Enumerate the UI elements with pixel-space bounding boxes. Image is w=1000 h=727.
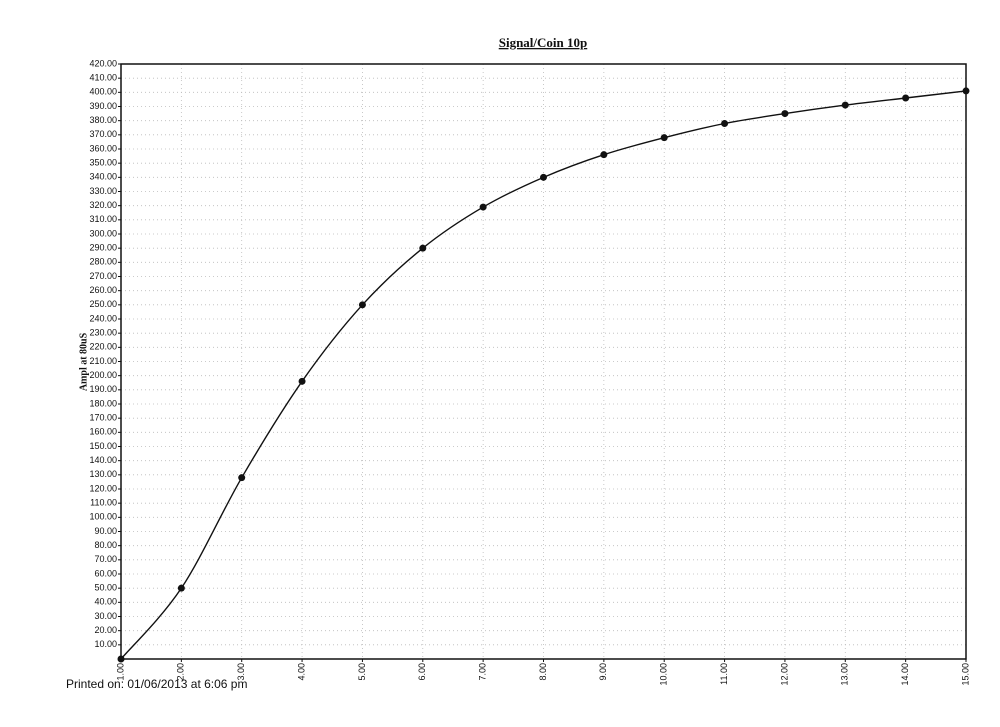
chart-title: Signal/Coin 10p: [499, 35, 588, 50]
x-tick-label: 4.00: [296, 663, 306, 681]
data-point: [479, 203, 487, 211]
y-tick-label: 370.00: [89, 129, 117, 139]
data-point: [117, 655, 125, 663]
plot-frame: [120, 63, 967, 660]
x-tick-label: 11.00: [719, 663, 729, 685]
x-tick-label: 5.00: [357, 663, 367, 681]
y-tick-label: 250.00: [89, 299, 117, 309]
y-tick-label: 240.00: [89, 313, 117, 323]
x-tick-label: 13.00: [840, 663, 850, 686]
y-tick-label: 410.00: [89, 73, 117, 83]
x-tick-label: 10.00: [659, 663, 669, 686]
y-tick-label: 210.00: [89, 356, 117, 366]
data-point: [721, 120, 729, 127]
y-tick-label: 50.00: [94, 583, 117, 593]
y-tick-label: 220.00: [89, 342, 117, 352]
y-tick-label: 350.00: [89, 158, 117, 168]
y-tick-label: 140.00: [89, 455, 117, 465]
y-tick-label: 290.00: [89, 243, 117, 253]
y-tick-label: 280.00: [89, 257, 117, 267]
x-tick-label: 6.00: [417, 663, 427, 681]
data-point: [600, 151, 608, 159]
y-tick-label: 270.00: [89, 271, 117, 281]
x-tick-label: 2.00: [176, 663, 186, 681]
data-point: [902, 94, 910, 102]
y-tick-label: 380.00: [89, 115, 117, 125]
y-tick-label: 340.00: [89, 172, 117, 182]
y-tick-label: 110.00: [90, 498, 117, 508]
y-tick-label: 300.00: [89, 228, 117, 238]
x-tick-label: 3.00: [236, 663, 246, 681]
data-point: [238, 474, 246, 482]
y-tick-label: 130.00: [89, 469, 117, 479]
y-tick-label: 420.00: [89, 58, 117, 68]
y-tick-label: 200.00: [89, 370, 117, 380]
y-tick-label: 150.00: [89, 441, 117, 451]
y-tick-label: 260.00: [89, 285, 117, 295]
data-point: [298, 377, 306, 385]
y-tick-label: 100.00: [89, 512, 117, 522]
x-tick-label: 14.00: [900, 663, 910, 686]
x-tick-label: 15.00: [960, 663, 970, 686]
x-tick-label: 8.00: [538, 663, 548, 681]
data-point: [660, 134, 668, 142]
y-axis-label: Ampl at 80uS: [78, 332, 89, 391]
y-tick-label: 10.00: [94, 639, 117, 649]
data-point: [540, 173, 547, 181]
y-tick-label: 170.00: [89, 413, 117, 423]
footer: Printed on: 01/06/2013 at 6:06 pm: [66, 677, 247, 691]
y-tick-label: 20.00: [94, 625, 117, 635]
y-tick-label: 320.00: [89, 200, 117, 210]
y-tick-label: 40.00: [94, 597, 117, 607]
data-point: [962, 87, 970, 95]
y-tick-label: 120.00: [89, 483, 117, 493]
y-tick-label: 60.00: [94, 568, 117, 578]
data-point: [177, 584, 185, 592]
data-point: [841, 101, 849, 109]
data-point: [781, 110, 789, 118]
x-tick-label: 12.00: [779, 663, 789, 686]
y-tick-label: 70.00: [94, 554, 117, 564]
y-tick-label: 180.00: [89, 398, 117, 408]
y-tick-label: 330.00: [89, 186, 117, 196]
y-tick-label: 80.00: [94, 540, 117, 550]
x-tick-label: 7.00: [478, 663, 488, 681]
y-tick-label: 400.00: [89, 87, 117, 97]
x-tick-label: 1.00: [115, 663, 125, 681]
y-tick-label: 390.00: [89, 101, 117, 111]
y-tick-label: 30.00: [94, 611, 117, 621]
x-tick-label: 9.00: [598, 663, 608, 681]
y-tick-label: 90.00: [94, 526, 117, 536]
y-tick-label: 190.00: [89, 384, 117, 394]
y-tick-label: 310.00: [89, 214, 117, 224]
data-point: [358, 301, 366, 309]
data-point: [419, 244, 427, 252]
y-tick-label: 160.00: [89, 427, 117, 437]
y-tick-label: 360.00: [89, 143, 117, 153]
y-tick-label: 230.00: [89, 328, 117, 338]
